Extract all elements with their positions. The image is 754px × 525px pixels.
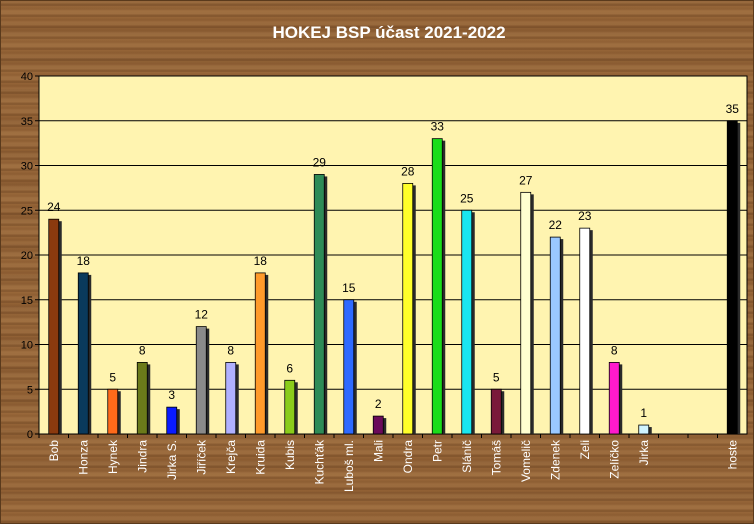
x-tick-label: Zeli xyxy=(578,440,592,459)
y-tick-label: 25 xyxy=(21,205,33,217)
x-tick-label: Kubis xyxy=(283,440,297,470)
x-tick-label: Ondra xyxy=(401,440,415,474)
data-label: 8 xyxy=(227,343,234,357)
data-label: 3 xyxy=(168,388,175,402)
x-tick-label: Kuchťák xyxy=(312,439,326,485)
bar xyxy=(313,174,325,435)
bar xyxy=(726,120,738,435)
x-tick-label: Honza xyxy=(76,440,90,475)
y-axis-ticks: 0 5 10 15 20 25 30 35 40 xyxy=(21,71,39,441)
x-tick-label: hoste xyxy=(725,440,739,470)
y-tick-label: 5 xyxy=(27,384,33,396)
x-tick-label: Petr xyxy=(430,440,444,462)
x-tick-label: Mali xyxy=(371,440,385,462)
data-label: 18 xyxy=(254,254,268,268)
bar xyxy=(166,406,178,435)
data-label: 25 xyxy=(460,191,474,205)
bar xyxy=(520,191,532,435)
data-label: 29 xyxy=(313,155,327,169)
data-labels: 24 18 5 8 3 12 8 18 6 29 15 2 28 33 25 5 27 22 23 8 1 35 xyxy=(47,102,739,420)
bars xyxy=(48,120,741,435)
x-axis-ticks: Bob Honza Hynek Jindra Jirka S. Jiříček Krejča… xyxy=(38,434,739,492)
x-tick-label: Kruida xyxy=(253,440,267,475)
x-tick-label: Tomáš xyxy=(489,440,503,475)
x-tick-label: Vomelič xyxy=(519,440,533,482)
x-tick-label: Jindra xyxy=(135,440,149,473)
data-label: 6 xyxy=(286,361,293,375)
data-label: 33 xyxy=(431,120,445,134)
bar xyxy=(136,361,148,435)
x-tick-label: Slánič xyxy=(460,440,474,473)
data-label: 28 xyxy=(401,164,415,178)
bar xyxy=(48,218,60,435)
chart-title: HOKEJ BSP účast 2021-2022 xyxy=(272,23,505,42)
bar xyxy=(638,424,650,435)
gridlines xyxy=(39,120,747,390)
bar xyxy=(461,209,473,435)
data-label: 23 xyxy=(578,209,592,223)
data-label: 22 xyxy=(549,218,563,232)
data-label: 18 xyxy=(77,254,91,268)
bar xyxy=(77,272,89,435)
data-label: 5 xyxy=(493,370,500,384)
x-tick-label: Krejča xyxy=(224,440,238,474)
x-tick-label: Zelíčko xyxy=(607,440,621,479)
bar xyxy=(372,415,384,435)
data-label: 12 xyxy=(195,308,209,322)
data-label: 24 xyxy=(47,200,61,214)
x-tick-label: Hynek xyxy=(106,439,120,474)
data-label: 8 xyxy=(139,343,146,357)
x-tick-label: Jiříček xyxy=(194,439,208,475)
bar xyxy=(254,272,266,435)
y-tick-label: 0 xyxy=(27,429,33,441)
bar xyxy=(107,388,119,435)
x-tick-label: Jirka S. xyxy=(165,440,179,480)
data-label: 8 xyxy=(611,343,618,357)
bar xyxy=(490,388,502,435)
data-label: 27 xyxy=(519,173,533,187)
y-tick-label: 35 xyxy=(21,116,33,128)
y-tick-label: 10 xyxy=(21,340,33,352)
bar xyxy=(402,182,414,435)
data-label: 35 xyxy=(726,102,740,116)
x-tick-label: Bob xyxy=(47,440,61,462)
bar xyxy=(431,138,443,435)
bar xyxy=(608,361,620,435)
y-tick-label: 30 xyxy=(21,161,33,173)
bar xyxy=(579,227,591,435)
data-label: 5 xyxy=(109,370,116,384)
bar xyxy=(284,379,296,435)
y-tick-label: 40 xyxy=(21,71,33,83)
y-tick-label: 20 xyxy=(21,250,33,262)
data-label: 15 xyxy=(342,281,356,295)
x-tick-label: Luboš ml. xyxy=(342,440,356,492)
bar xyxy=(343,299,355,435)
x-tick-label: Zdenek xyxy=(548,439,562,480)
bar xyxy=(549,236,561,435)
data-label: 2 xyxy=(375,397,382,411)
x-tick-label: Jirka xyxy=(637,440,651,466)
bar xyxy=(225,361,237,435)
data-label: 1 xyxy=(640,406,647,420)
y-tick-label: 15 xyxy=(21,295,33,307)
bar xyxy=(195,326,207,435)
